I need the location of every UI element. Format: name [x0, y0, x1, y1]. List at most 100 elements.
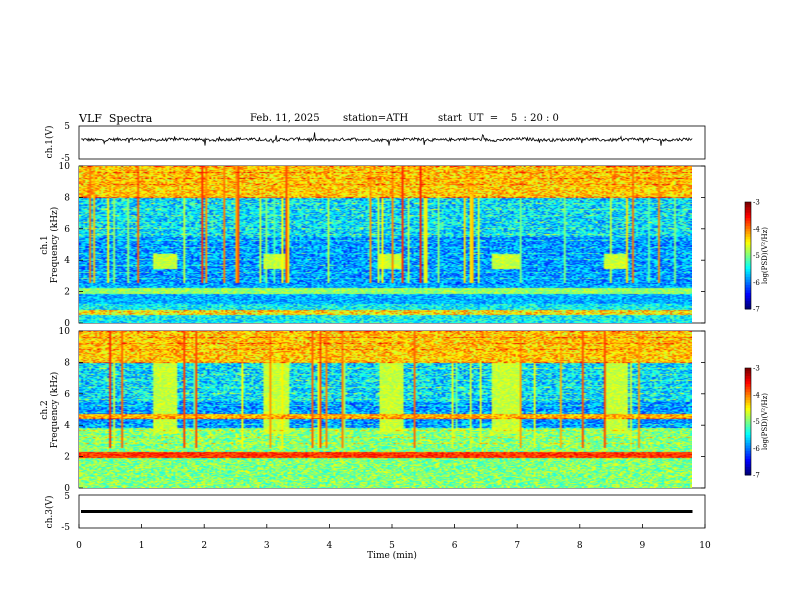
time-tick-label: 3 — [264, 541, 270, 551]
time-axis-ticks: 0 1 2 3 4 5 6 7 8 9 10 — [76, 524, 711, 551]
time-tick-label: 2 — [201, 541, 207, 551]
colorbar-swatch — [745, 413, 751, 417]
colorbar-tick-label: -4 — [753, 391, 760, 399]
colorbar-frame — [744, 367, 752, 476]
colorbar-swatch — [745, 421, 751, 425]
colorbar-swatch — [745, 301, 751, 305]
start-ut-label: start UT = 5 : 20 : 0 — [438, 113, 559, 124]
colorbar-swatch — [745, 429, 751, 433]
colorbar-tick-label: -3 — [753, 365, 760, 373]
colorbar-swatch — [745, 255, 751, 259]
time-tick-label: 0 — [76, 541, 82, 551]
colorbar-swatch — [745, 303, 751, 307]
freq-tick-label: 8 — [64, 193, 70, 203]
colorbar-swatch — [745, 418, 751, 422]
colorbar-swatch — [745, 234, 751, 238]
colorbar-swatch — [745, 378, 751, 382]
freq-tick-label: 10 — [59, 162, 71, 172]
time-tick-label: 9 — [640, 541, 646, 551]
ch1-waveform-line — [80, 132, 693, 146]
colorbar-swatch — [745, 306, 751, 310]
colorbar-swatch — [745, 458, 751, 463]
colorbar-swatch — [745, 445, 751, 449]
colorbar-label: log(PSD)(V²/Hz) — [761, 393, 769, 450]
ch3-waveform-ylabel: ch.3(V) — [44, 496, 55, 529]
colorbar-swatch — [745, 408, 751, 412]
ch2-spectrogram-ylabel-1: ch.2 — [40, 400, 50, 419]
figure-title: VLF Spectra — [79, 112, 153, 125]
colorbar-swatch — [745, 437, 751, 441]
ch1-freq-ticks: 0 2 4 6 8 10 — [59, 162, 705, 329]
colorbar-swatch — [745, 467, 751, 471]
time-tick-label: 6 — [452, 541, 458, 551]
colorbar-tick-label: -5 — [753, 418, 760, 426]
ch3-ytick-bottom: -5 — [61, 523, 70, 533]
freq-tick-label: 8 — [64, 358, 70, 368]
colorbar-swatch — [745, 282, 751, 286]
colorbar-swatch — [745, 469, 751, 473]
colorbar-frame — [744, 201, 752, 310]
colorbar-swatch — [745, 376, 751, 380]
colorbar-swatch — [745, 210, 751, 214]
time-tick-label: 10 — [699, 541, 711, 551]
colorbar-swatch — [745, 284, 751, 289]
colorbar-swatch — [745, 250, 751, 254]
ch1-waveform-panel: 5 -5 ch.1(V) — [44, 122, 706, 164]
ch3-waveform-panel: 5 -5 ch.3(V) 0 1 2 3 4 5 6 7 8 9 10 Time (min) — [44, 492, 711, 561]
colorbar-swatch — [745, 461, 751, 465]
colorbar-tick-label: -6 — [753, 445, 760, 453]
colorbar-swatch — [745, 236, 751, 240]
colorbar-swatch — [745, 450, 751, 455]
colorbar-swatch — [745, 239, 751, 243]
colorbar-swatch — [745, 276, 751, 281]
time-tick-label: 4 — [327, 541, 333, 551]
colorbar-swatch — [745, 263, 751, 267]
colorbar-swatch — [745, 223, 751, 227]
colorbar-swatch — [745, 442, 751, 447]
ch2-spectrogram-panel: 0 2 4 6 8 10 ch.2 Frequency (kHz) -3 -4 -5 -6 -7 l… — [40, 327, 769, 494]
colorbar-swatch — [745, 207, 751, 211]
freq-tick-label: 2 — [64, 288, 70, 298]
ch3-ytick-top: 5 — [64, 492, 70, 502]
colorbar-swatch — [745, 215, 751, 219]
colorbar-swatch — [745, 416, 751, 420]
colorbar-tick-label: -7 — [753, 472, 760, 480]
ch2-colorbar: -3 -4 -5 -6 -7 log(PSD)(V²/Hz) — [744, 365, 769, 480]
colorbar-swatch — [745, 298, 751, 302]
freq-tick-label: 10 — [59, 327, 71, 337]
colorbar-swatch — [745, 392, 751, 396]
colorbar-swatch — [745, 295, 751, 299]
colorbar-swatch — [745, 247, 751, 251]
colorbar-swatch — [745, 260, 751, 265]
freq-tick-label: 6 — [64, 390, 70, 400]
freq-tick-label: 0 — [64, 484, 70, 494]
colorbar-swatch — [745, 448, 751, 452]
colorbar-swatch — [745, 368, 751, 372]
colorbar-swatch — [745, 464, 751, 468]
colorbar-swatch — [745, 266, 751, 270]
freq-tick-label: 0 — [64, 319, 70, 329]
colorbar-swatch — [745, 456, 751, 460]
colorbar-swatch — [745, 274, 751, 278]
colorbar-swatch — [745, 424, 751, 428]
colorbar-swatch — [745, 287, 751, 291]
colorbar-label: log(PSD)(V²/Hz) — [761, 227, 769, 284]
colorbar-swatch — [745, 402, 751, 406]
ch1-waveform-ylabel: ch.1(V) — [44, 126, 55, 159]
freq-tick-label: 4 — [64, 421, 70, 431]
colorbar-tick-label: -4 — [753, 225, 760, 233]
colorbar-swatch — [745, 279, 751, 283]
colorbar-swatch — [745, 373, 751, 377]
colorbar-swatch — [745, 292, 751, 297]
colorbar-swatch — [745, 258, 751, 262]
colorbar-swatch — [745, 231, 751, 235]
colorbar-swatch — [745, 472, 751, 476]
ch1-ytick-top: 5 — [64, 122, 70, 132]
colorbar-swatch — [745, 384, 751, 388]
colorbar-swatch — [745, 426, 751, 431]
colorbar-tick-label: -6 — [753, 279, 760, 287]
colorbar-swatch — [745, 410, 751, 414]
colorbar-swatch — [745, 394, 751, 398]
freq-tick-label: 4 — [64, 256, 70, 266]
